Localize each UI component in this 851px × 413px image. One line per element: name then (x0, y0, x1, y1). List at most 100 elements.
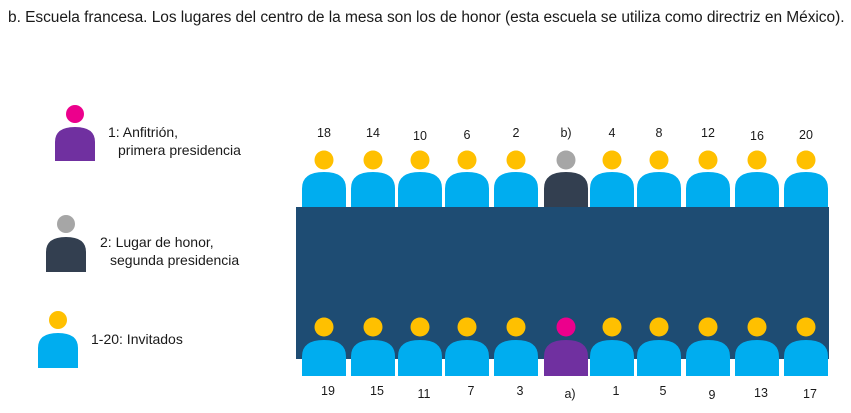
dining-table (296, 207, 829, 359)
person-head (66, 105, 84, 123)
person-head (602, 317, 622, 337)
top-seat-label: 10 (413, 129, 427, 143)
bottom-seat-label: 9 (709, 388, 716, 402)
top-seat-guest-14 (351, 150, 395, 208)
person-head (747, 150, 767, 170)
person-body (55, 127, 95, 161)
person-body (637, 172, 681, 208)
bottom-seat-label: 19 (321, 384, 335, 398)
top-seat-label: 2 (513, 126, 520, 140)
person-body (544, 340, 588, 376)
person-head (747, 317, 767, 337)
legend-host-icon (55, 105, 95, 161)
person-head (506, 317, 526, 337)
legend-guest-label: 1-20: Invitados (91, 330, 183, 348)
person-head (602, 150, 622, 170)
bottom-seat-label: 13 (754, 386, 768, 400)
bottom-row-seats (302, 317, 828, 376)
person-body (590, 172, 634, 208)
person-head (57, 215, 75, 233)
person-body (544, 172, 588, 208)
legend-host-label: 1: Anfitrión, primera presidencia (108, 123, 241, 159)
top-seat-label: 18 (317, 126, 331, 140)
person-body (735, 340, 779, 376)
person-body (686, 172, 730, 208)
bottom-seat-guest-11 (398, 317, 442, 376)
top-seat-guest-20 (784, 150, 828, 208)
person-body (590, 340, 634, 376)
person-head (314, 317, 334, 337)
person-body (784, 172, 828, 208)
person-body (445, 172, 489, 208)
person-head (556, 150, 576, 170)
person-head (49, 311, 67, 329)
bottom-seat-label: 5 (660, 384, 667, 398)
top-seat-guest-16 (735, 150, 779, 208)
person-head (796, 150, 816, 170)
person-body (784, 340, 828, 376)
person-head (698, 150, 718, 170)
top-seat-guest-2 (494, 150, 538, 208)
top-seat-label: 16 (750, 129, 764, 143)
bottom-seat-guest-19 (302, 317, 346, 376)
legend-icons (38, 105, 95, 368)
person-body (302, 340, 346, 376)
bottom-seat-label: 3 (517, 384, 524, 398)
legend-guest-line1: 1-20: Invitados (91, 331, 183, 347)
person-head (649, 317, 669, 337)
legend-host-line1: 1: Anfitrión, (108, 124, 179, 140)
top-seat-guest-12 (686, 150, 730, 208)
person-body (351, 172, 395, 208)
bottom-seat-guest-1 (590, 317, 634, 376)
top-seat-guest-18 (302, 150, 346, 208)
person-head (796, 317, 816, 337)
person-body (494, 340, 538, 376)
top-seat-honor-b) (544, 150, 588, 208)
top-seat-label: 8 (656, 126, 663, 140)
person-body (686, 340, 730, 376)
top-seat-label: 20 (799, 128, 813, 142)
person-body (302, 172, 346, 208)
bottom-seat-guest-15 (351, 317, 395, 376)
person-head (556, 317, 576, 337)
person-body (637, 340, 681, 376)
top-row-seats (302, 150, 828, 208)
person-head (457, 317, 477, 337)
legend-honor-line1: 2: Lugar de honor, (100, 234, 214, 250)
legend-honor-label: 2: Lugar de honor, segunda presidencia (100, 233, 239, 269)
person-body (398, 172, 442, 208)
diagram-heading: b. Escuela francesa. Los lugares del cen… (8, 9, 845, 26)
person-body (445, 340, 489, 376)
top-seat-label: b) (560, 126, 571, 140)
person-head (698, 317, 718, 337)
bottom-seat-label: 17 (803, 387, 817, 401)
top-seat-guest-10 (398, 150, 442, 208)
bottom-seat-label: 1 (613, 384, 620, 398)
legend-host-line2: primera presidencia (118, 142, 241, 158)
top-seat-label: 12 (701, 126, 715, 140)
top-seat-guest-8 (637, 150, 681, 208)
person-head (410, 150, 430, 170)
person-head (314, 150, 334, 170)
legend-honor-icon (46, 215, 86, 272)
person-head (363, 150, 383, 170)
person-head (410, 317, 430, 337)
top-seat-label: 6 (464, 128, 471, 142)
bottom-seat-label: 15 (370, 384, 384, 398)
bottom-seat-guest-5 (637, 317, 681, 376)
person-head (457, 150, 477, 170)
bottom-seat-guest-17 (784, 317, 828, 376)
top-seat-label: 4 (609, 126, 616, 140)
person-body (38, 333, 78, 368)
bottom-seat-guest-9 (686, 317, 730, 376)
person-body (46, 237, 86, 272)
top-seat-guest-4 (590, 150, 634, 208)
legend-guest-icon (38, 311, 78, 368)
bottom-seat-host-a) (544, 317, 588, 376)
person-body (494, 172, 538, 208)
person-body (735, 172, 779, 208)
bottom-seat-guest-7 (445, 317, 489, 376)
bottom-seat-guest-3 (494, 317, 538, 376)
